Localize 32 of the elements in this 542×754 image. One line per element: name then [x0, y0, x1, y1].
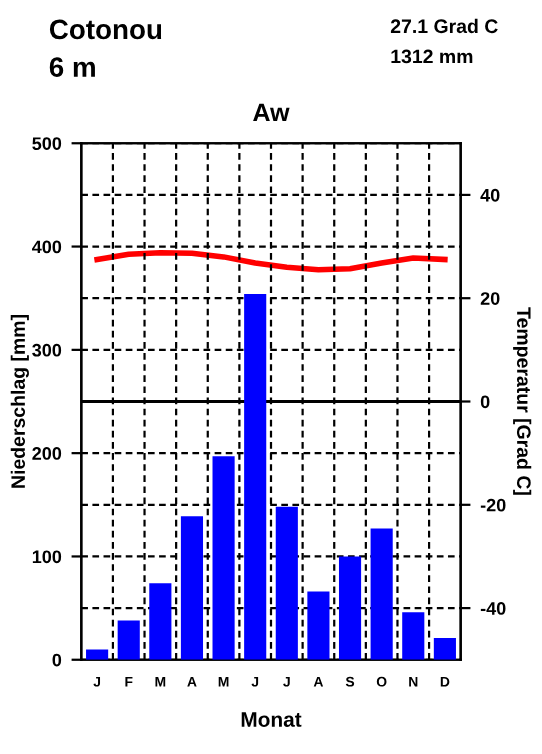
y-tick-label: 400	[32, 240, 62, 254]
y-tick-label: 100	[32, 550, 62, 564]
bar	[149, 583, 172, 660]
bar	[433, 638, 456, 660]
bar	[275, 506, 298, 660]
x-axis-title: Monat	[241, 712, 302, 727]
text: Cotonou	[49, 19, 162, 40]
text: 6 m	[49, 57, 95, 77]
bar	[402, 612, 425, 660]
text: 27.1 Grad C	[390, 18, 498, 34]
y-tick-label: 0	[52, 653, 62, 667]
bar	[212, 456, 235, 660]
y2-tick-label: -20	[480, 498, 506, 512]
line-series	[94, 249, 448, 273]
bar	[86, 649, 109, 660]
bar	[338, 556, 362, 660]
chart-title: Aw	[253, 103, 290, 122]
y-tick-label: 300	[32, 343, 62, 357]
bar	[180, 516, 204, 660]
bar	[244, 294, 267, 660]
text: 1312 mm	[391, 49, 473, 64]
bar	[370, 528, 393, 660]
y2-tick-label: 40	[480, 188, 500, 202]
y2-tick-label: 20	[480, 292, 500, 305]
y2-tick-label: -40	[480, 602, 506, 615]
bar	[307, 591, 330, 660]
y-tick-label: 200	[32, 447, 62, 460]
y-tick-label: 500	[32, 137, 62, 150]
y2-tick-label: 0	[480, 395, 490, 409]
y2-axis-title: Temperatur [Grad C]	[513, 307, 532, 495]
y-axis-title: Niederschlag [mm]	[10, 315, 29, 488]
bar	[117, 620, 140, 660]
